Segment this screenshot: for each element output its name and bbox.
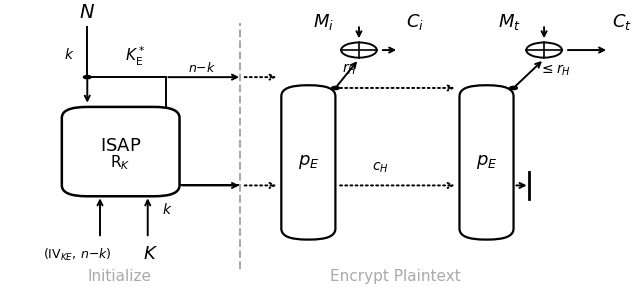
- FancyBboxPatch shape: [459, 85, 514, 240]
- Text: $n{-}k$: $n{-}k$: [188, 61, 216, 75]
- Circle shape: [527, 42, 562, 58]
- Text: $\mathsf{ISAP}$: $\mathsf{ISAP}$: [100, 137, 141, 155]
- Text: $K$: $K$: [143, 245, 158, 263]
- Text: $M_i$: $M_i$: [314, 12, 334, 32]
- Circle shape: [341, 42, 377, 58]
- Text: $C_i$: $C_i$: [406, 12, 424, 32]
- Text: $\mathsf{R}_K$: $\mathsf{R}_K$: [111, 153, 131, 172]
- Text: $r_H$: $r_H$: [342, 61, 357, 77]
- Text: $c_H$: $c_H$: [372, 161, 389, 175]
- Text: Initialize: Initialize: [87, 269, 151, 284]
- Text: $\leq r_H$: $\leq r_H$: [539, 63, 571, 78]
- FancyBboxPatch shape: [281, 85, 335, 240]
- Circle shape: [510, 86, 518, 90]
- Text: Encrypt Plaintext: Encrypt Plaintext: [330, 269, 461, 284]
- Text: $C_t$: $C_t$: [612, 12, 632, 32]
- Text: $p_E$: $p_E$: [298, 154, 319, 171]
- Text: $K_{\mathrm{E}}^*$: $K_{\mathrm{E}}^*$: [125, 45, 145, 68]
- Text: $M_t$: $M_t$: [498, 12, 521, 32]
- Circle shape: [84, 75, 91, 79]
- Circle shape: [332, 86, 339, 90]
- FancyBboxPatch shape: [62, 107, 180, 196]
- Text: $k$: $k$: [162, 202, 172, 217]
- Text: $N$: $N$: [79, 3, 95, 22]
- Text: $k$: $k$: [65, 46, 75, 62]
- Text: $p_E$: $p_E$: [476, 154, 497, 171]
- Text: $(\mathrm{IV}_{KE},\, n{-}k)$: $(\mathrm{IV}_{KE},\, n{-}k)$: [43, 247, 112, 263]
